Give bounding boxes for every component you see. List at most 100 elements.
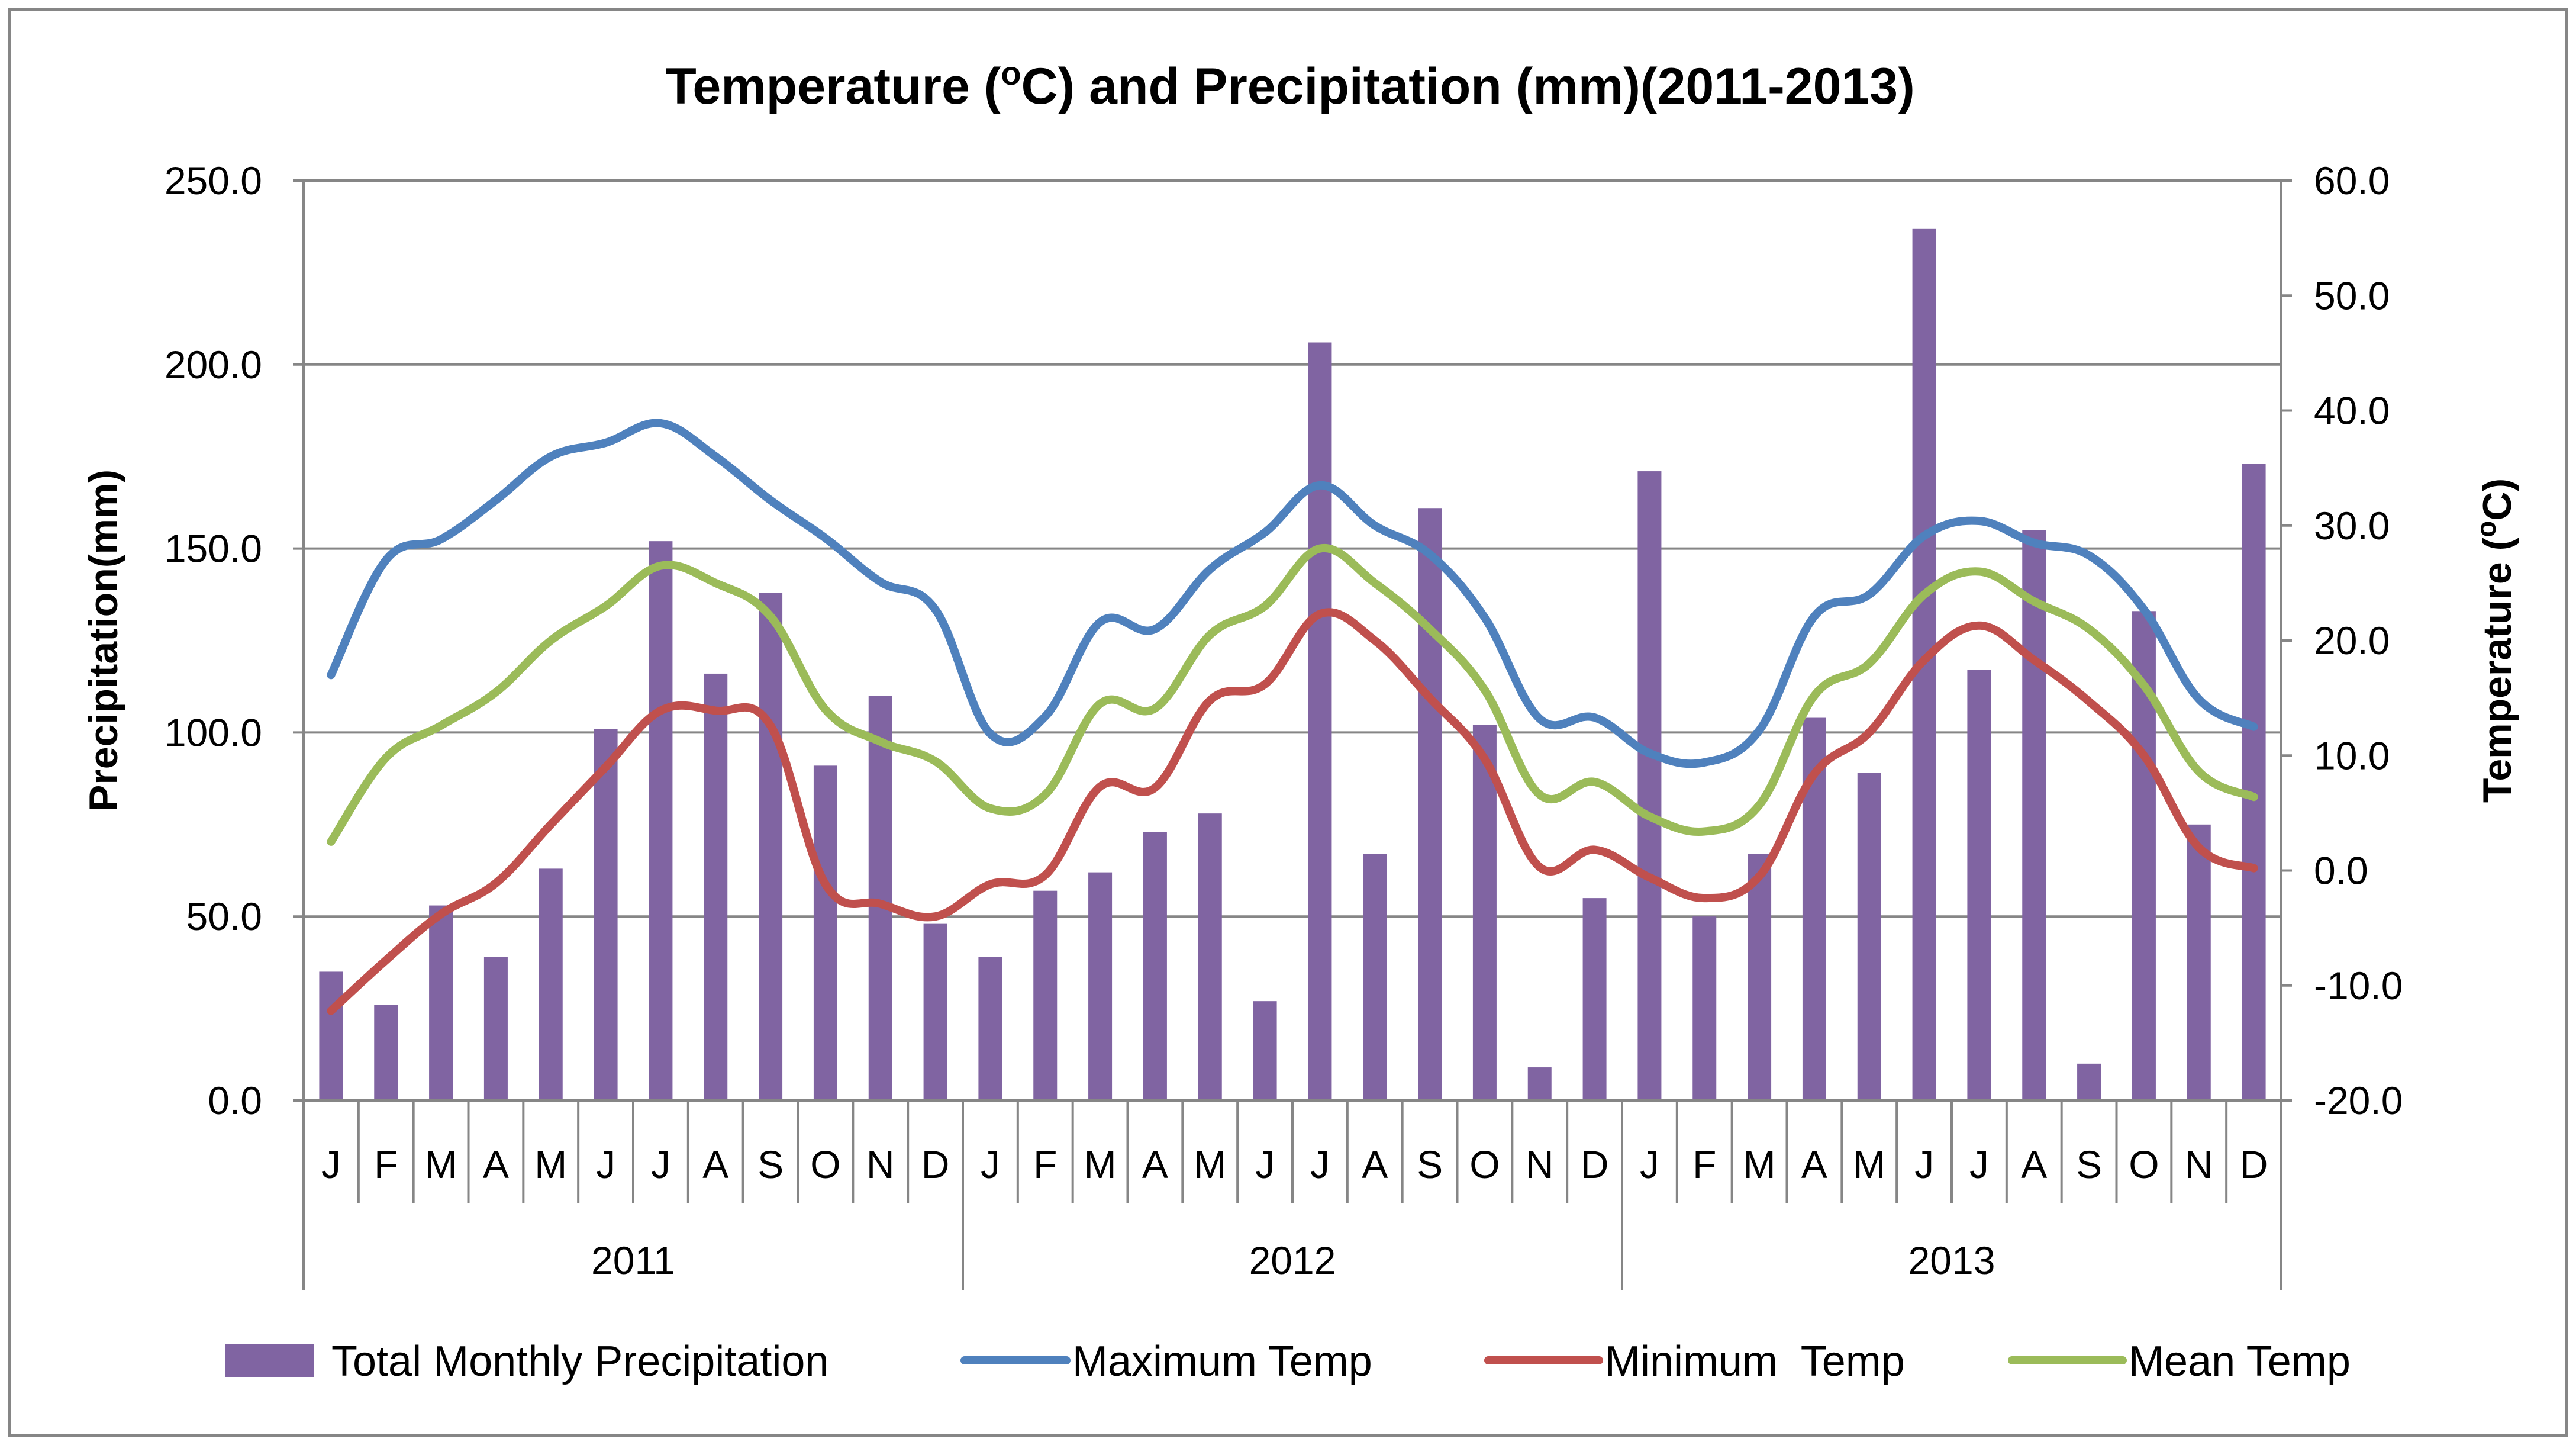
legend-label-total-monthly-precipitation: Total Monthly Precipitation (331, 1338, 828, 1385)
precipitation-bar (813, 765, 837, 1100)
precipitation-bar (1857, 773, 1881, 1100)
month-label: A (2021, 1143, 2047, 1186)
right-tick-label: 30.0 (2314, 504, 2390, 548)
right-title-degree-sup: o (2471, 521, 2501, 538)
legend-label-maximum-temp: Maximum Temp (1072, 1338, 1372, 1385)
month-label: J (981, 1143, 1000, 1186)
precipitation-bar (429, 905, 453, 1100)
month-label: M (1853, 1143, 1885, 1186)
title-degree-sup: o (1001, 54, 1021, 92)
month-label: M (1194, 1143, 1226, 1186)
year-labels: 2011 2012 2013 (591, 1238, 1995, 1282)
month-label: F (1692, 1143, 1716, 1186)
precipitation-bar (1748, 854, 1772, 1100)
legend-label-mean-temp: Mean Temp (2129, 1338, 2351, 1385)
legend: Total Monthly Precipitation Maximum Temp M… (225, 1338, 2351, 1385)
left-axis-title: Precipitation(mm) (81, 469, 126, 812)
month-label: J (1640, 1143, 1659, 1186)
legend-swatch-total-monthly-precipitation (225, 1344, 314, 1377)
month-label: J (321, 1143, 341, 1186)
right-tick-label: -20.0 (2314, 1079, 2403, 1122)
month-label: N (1526, 1143, 1554, 1186)
precipitation-bar (1692, 916, 1717, 1100)
month-label: A (483, 1143, 509, 1186)
chart-title: Temperature (oC) and Precipitation (mm)(… (665, 54, 1915, 115)
left-axis-ticks: 0.0 50.0 100.0 150.0 200.0 250.0 (165, 159, 304, 1122)
left-tick-label: 200.0 (165, 343, 262, 387)
precipitation-bar (1967, 670, 1991, 1100)
month-label: M (1743, 1143, 1776, 1186)
precipitation-bar (594, 729, 618, 1100)
month-label: J (1310, 1143, 1330, 1186)
right-axis-title: Temperature (oC) (2471, 478, 2520, 803)
precipitation-bar (2022, 530, 2046, 1100)
maximum-temp-line (327, 419, 2258, 768)
precipitation-bar (1033, 890, 1058, 1100)
month-label: J (651, 1143, 670, 1186)
month-label: D (1581, 1143, 1609, 1186)
precipitation-bar (1253, 1001, 1277, 1100)
month-label: S (1417, 1143, 1443, 1186)
right-tick-label: -10.0 (2314, 964, 2403, 1008)
month-label: O (1469, 1143, 1500, 1186)
precipitation-bar (2187, 824, 2211, 1100)
month-label: N (2185, 1143, 2213, 1186)
precipitation-bar (923, 923, 947, 1100)
month-label: A (1801, 1143, 1827, 1186)
month-label: N (866, 1143, 895, 1186)
year-label: 2012 (1249, 1238, 1336, 1282)
month-label: O (810, 1143, 840, 1186)
month-label: S (757, 1143, 784, 1186)
precipitation-bar (759, 593, 783, 1100)
precipitation-bar (1308, 342, 1332, 1100)
year-label: 2013 (1908, 1238, 1995, 1282)
precipitation-bar (2077, 1063, 2101, 1100)
month-label: M (534, 1143, 567, 1186)
right-axis-ticks: -20.0 -10.0 0.0 10.0 20.0 30.0 40.0 50.0 60.0 (2281, 159, 2403, 1122)
right-tick-label: 50.0 (2314, 273, 2390, 317)
right-tick-label: 0.0 (2314, 849, 2368, 893)
precipitation-bar (868, 696, 892, 1100)
temperature-lines (327, 419, 2258, 1015)
month-label: D (921, 1143, 950, 1186)
month-label: A (1142, 1143, 1168, 1186)
precipitation-bar (374, 1005, 398, 1100)
left-tick-label: 0.0 (208, 1079, 262, 1122)
month-label: J (1969, 1143, 1989, 1186)
precipitation-bar (1418, 508, 1442, 1100)
right-tick-label: 60.0 (2314, 159, 2390, 202)
month-label: A (1362, 1143, 1388, 1186)
month-label: M (425, 1143, 457, 1186)
precipitation-bar (483, 957, 508, 1100)
left-tick-label: 150.0 (165, 527, 262, 571)
precipitation-bar (539, 868, 563, 1100)
precipitation-bar (1637, 471, 1662, 1101)
month-label: D (2240, 1143, 2268, 1186)
precipitation-bar (704, 673, 728, 1100)
month-label: S (2076, 1143, 2102, 1186)
legend-label-minimum-temp: Minimum Temp (1605, 1338, 1905, 1385)
precipitation-bar (649, 541, 673, 1100)
precipitation-bar (1143, 832, 1167, 1100)
year-label: 2011 (591, 1238, 675, 1282)
axes (302, 181, 2282, 1290)
month-label: F (1033, 1143, 1057, 1186)
precipitation-bar (978, 957, 1002, 1100)
chart-border (8, 8, 2568, 1437)
month-label: F (374, 1143, 398, 1186)
precipitation-bar (319, 971, 343, 1100)
minimum-temp-line (327, 608, 2258, 1015)
precipitation-bar (1363, 854, 1387, 1100)
month-label: A (702, 1143, 728, 1186)
precipitation-bar (1527, 1067, 1552, 1100)
left-tick-label: 250.0 (165, 159, 262, 202)
precipitation-bar (1198, 813, 1222, 1100)
precipitation-bar (2242, 464, 2266, 1100)
precipitation-bar (1472, 725, 1497, 1100)
month-label: J (596, 1143, 615, 1186)
month-label: J (1255, 1143, 1275, 1186)
right-tick-label: 40.0 (2314, 389, 2390, 433)
